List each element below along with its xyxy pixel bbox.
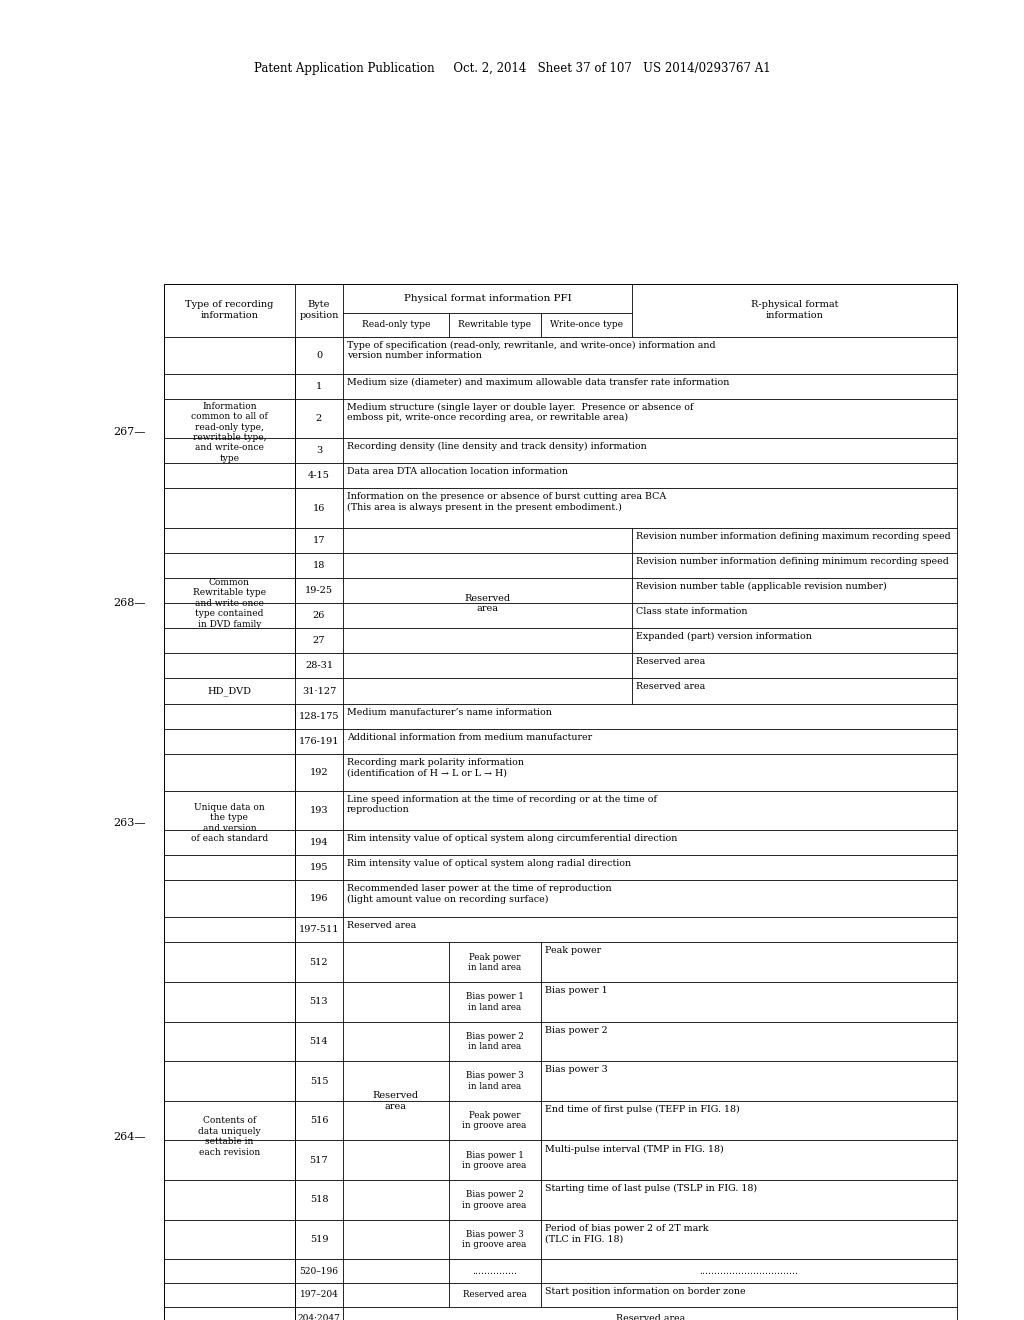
Text: Data area DTA allocation location information: Data area DTA allocation location inform… [347,467,568,477]
Text: Rewritable type: Rewritable type [458,321,531,329]
Text: 514: 514 [309,1038,329,1045]
Text: Reserved area: Reserved area [615,1315,685,1320]
Text: Reserved area: Reserved area [463,1291,526,1299]
Text: ...............: ............... [472,1267,517,1275]
Text: 19-25: 19-25 [305,586,333,595]
Text: 128-175: 128-175 [299,711,339,721]
Text: Peak power: Peak power [545,946,601,956]
Text: 267—: 267— [113,428,145,437]
Text: 519: 519 [309,1236,329,1243]
Text: Line speed information at the time of recording or at the time of
reproduction: Line speed information at the time of re… [347,795,657,814]
Text: R-physical format
information: R-physical format information [751,301,839,319]
Text: Contents of
data uniquely
settable in
each revision: Contents of data uniquely settable in ea… [198,1117,261,1156]
Text: 2: 2 [315,414,323,422]
Text: Starting time of last pulse (TSLP in FIG. 18): Starting time of last pulse (TSLP in FIG… [545,1184,757,1193]
Text: Reserved
area: Reserved area [373,1092,419,1110]
Text: 195: 195 [309,863,329,873]
Text: Reserved area: Reserved area [636,657,706,667]
Text: Peak power
in land area: Peak power in land area [468,953,521,972]
Text: Bias power 3
in groove area: Bias power 3 in groove area [463,1230,526,1249]
Text: Period of bias power 2 of 2T mark
(TLC in FIG. 18): Period of bias power 2 of 2T mark (TLC i… [545,1224,709,1243]
Text: Revision number information defining maximum recording speed: Revision number information defining max… [636,532,950,541]
Text: 516: 516 [309,1117,329,1125]
Text: 517: 517 [309,1156,329,1164]
Text: Physical format information PFI: Physical format information PFI [403,294,571,302]
Text: 3: 3 [315,446,323,455]
Text: 0: 0 [316,351,322,359]
Text: Read-only type: Read-only type [361,321,430,329]
Text: 197–204: 197–204 [300,1291,338,1299]
Text: Medium size (diameter) and maximum allowable data transfer rate information: Medium size (diameter) and maximum allow… [347,378,729,387]
Text: Type of specification (read-only, rewritanle, and write-once) information and
ve: Type of specification (read-only, rewrit… [347,341,716,360]
Text: Class state information: Class state information [636,607,748,616]
Text: 18: 18 [312,561,326,570]
Text: 520–196: 520–196 [299,1267,339,1275]
Text: Reserved area: Reserved area [636,682,706,692]
Text: Expanded (part) version information: Expanded (part) version information [636,632,812,642]
Text: Bias power 2: Bias power 2 [545,1026,607,1035]
Text: Rim intensity value of optical system along radial direction: Rim intensity value of optical system al… [347,859,631,869]
Text: 31·127: 31·127 [302,686,336,696]
Text: 268—: 268— [113,598,145,609]
Text: 27: 27 [312,636,326,645]
Text: Unique data on
the type
and version
of each standard: Unique data on the type and version of e… [190,803,268,843]
Text: Multi-pulse interval (TMP in FIG. 18): Multi-pulse interval (TMP in FIG. 18) [545,1144,724,1154]
Text: Revision number information defining minimum recording speed: Revision number information defining min… [636,557,949,566]
Text: Recommended laser power at the time of reproduction
(light amount value on recor: Recommended laser power at the time of r… [347,884,611,904]
Text: 4-15: 4-15 [308,471,330,480]
Text: 196: 196 [309,895,329,903]
Text: 518: 518 [309,1196,329,1204]
Text: Recording mark polarity information
(identification of H → L or L → H): Recording mark polarity information (ide… [347,758,524,777]
Text: Peak power
in groove area: Peak power in groove area [463,1111,526,1130]
Text: Bias power 1
in groove area: Bias power 1 in groove area [463,1151,526,1170]
Text: 176-191: 176-191 [299,737,339,746]
Text: Byte
position: Byte position [299,301,339,319]
Text: 513: 513 [309,998,329,1006]
Text: 197-511: 197-511 [299,925,339,935]
Text: Write-once type: Write-once type [550,321,623,329]
Text: Bias power 3: Bias power 3 [545,1065,607,1074]
Text: 193: 193 [309,807,329,814]
Text: Medium manufacturer’s name information: Medium manufacturer’s name information [347,708,552,717]
Text: 28-31: 28-31 [305,661,333,671]
Text: Reserved
area: Reserved area [464,594,511,612]
Text: 1: 1 [315,381,323,391]
Text: HD_DVD: HD_DVD [208,686,251,696]
Text: Bias power 2
in groove area: Bias power 2 in groove area [463,1191,526,1209]
Text: Rim intensity value of optical system along circumferential direction: Rim intensity value of optical system al… [347,834,678,843]
Text: 263—: 263— [113,818,145,828]
Text: Additional information from medium manufacturer: Additional information from medium manuf… [347,733,592,742]
Text: Bias power 1: Bias power 1 [545,986,607,995]
Text: 17: 17 [312,536,326,545]
Text: 264—: 264— [113,1131,145,1142]
Text: Common
Rewritable type
and write-once
type contained
in DVD family: Common Rewritable type and write-once ty… [193,578,266,628]
Text: Reserved area: Reserved area [347,921,417,931]
Text: Revision number table (applicable revision number): Revision number table (applicable revisi… [636,582,887,591]
Text: 194: 194 [309,838,329,847]
Text: 512: 512 [309,958,329,966]
Text: Type of recording
information: Type of recording information [185,301,273,319]
Text: Information
common to all of
read-only type,
rewritable type,
and write-once
typ: Information common to all of read-only t… [191,401,267,463]
Text: Medium structure (single layer or double layer.  Presence or absence of
emboss p: Medium structure (single layer or double… [347,403,693,422]
Text: Bias power 3
in land area: Bias power 3 in land area [466,1072,523,1090]
Text: Bias power 2
in land area: Bias power 2 in land area [466,1032,523,1051]
Text: .................................: ................................. [699,1267,799,1275]
Text: 192: 192 [309,768,329,776]
Text: 204·2047: 204·2047 [298,1315,340,1320]
Text: Patent Application Publication     Oct. 2, 2014   Sheet 37 of 107   US 2014/0293: Patent Application Publication Oct. 2, 2… [254,62,770,75]
Text: 26: 26 [312,611,326,620]
Text: 515: 515 [309,1077,329,1085]
Text: 16: 16 [312,504,326,512]
Text: Bias power 1
in land area: Bias power 1 in land area [466,993,523,1011]
Text: Start position information on border zone: Start position information on border zon… [545,1287,745,1296]
Text: Recording density (line density and track density) information: Recording density (line density and trac… [347,442,647,451]
Text: End time of first pulse (TEFP in FIG. 18): End time of first pulse (TEFP in FIG. 18… [545,1105,739,1114]
Text: Information on the presence or absence of burst cutting area BCA
(This area is a: Information on the presence or absence o… [347,492,667,512]
